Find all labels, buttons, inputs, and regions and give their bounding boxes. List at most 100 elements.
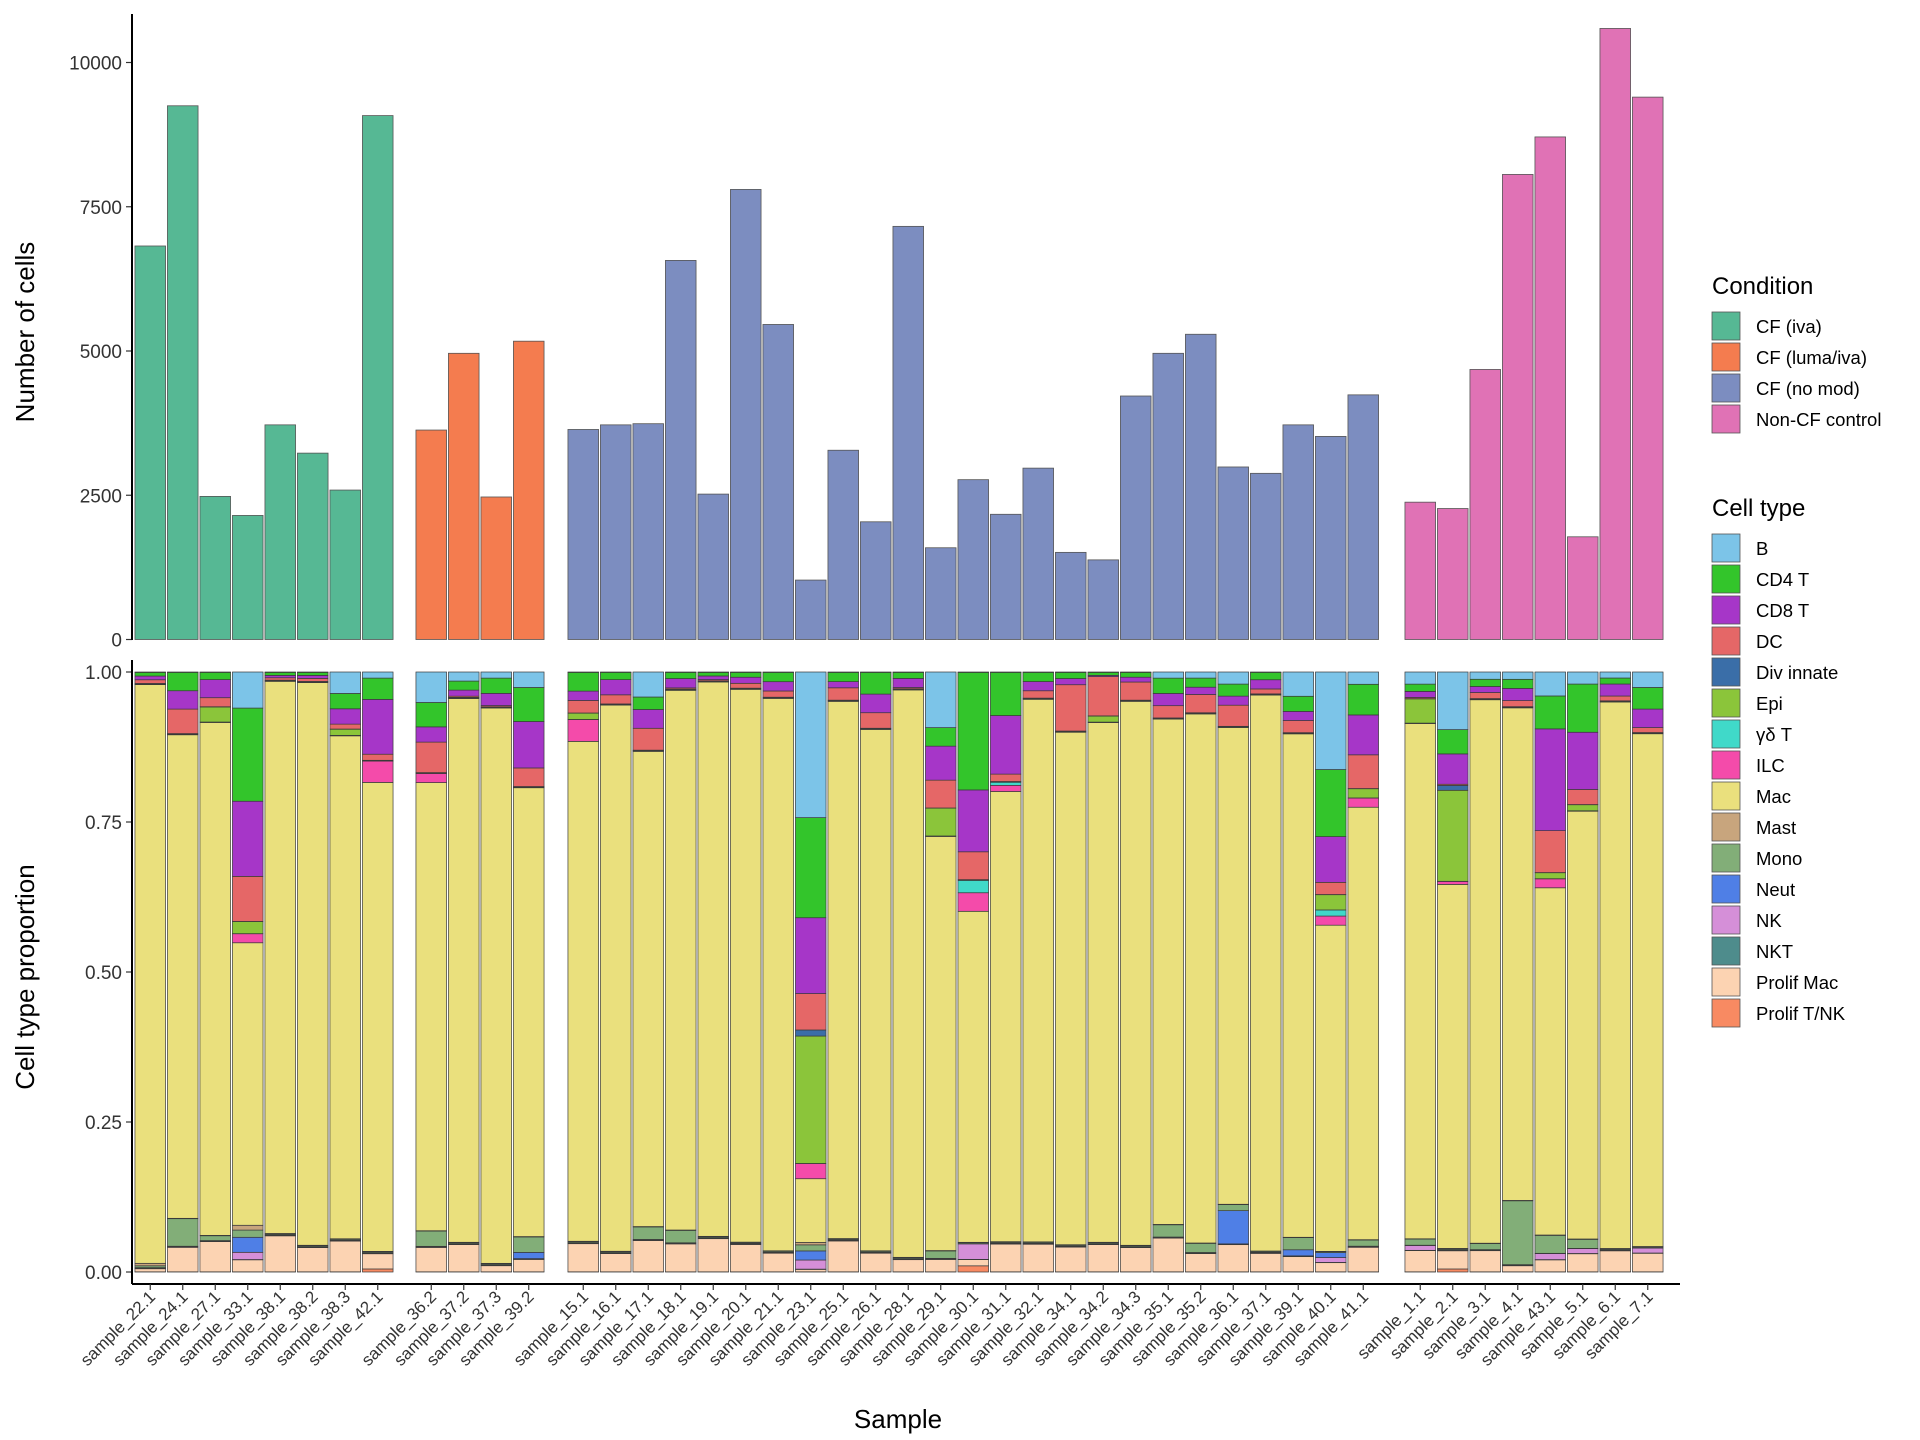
segment-sample_3.1-Mac <box>1469 699 1501 1244</box>
segment-sample_42.1-DC <box>362 753 394 761</box>
segment-sample_22.1-CD4-T <box>134 672 166 677</box>
segment-sample_43.1-NK <box>1534 1253 1566 1260</box>
segment-sample_41.1-Prolif-Mac <box>1347 1246 1379 1273</box>
segment-sample_4.1-Mac <box>1502 707 1534 1201</box>
segment-sample_32.1-DC <box>1022 690 1054 699</box>
segment-sample_35.1-Mono <box>1152 1224 1184 1238</box>
segment-sample_28.1-Mac <box>892 689 924 1258</box>
segment-sample_2.1-B <box>1437 671 1469 730</box>
segment-sample_32.1-Prolif-Mac <box>1022 1243 1054 1273</box>
segment-sample_41.1-B <box>1347 671 1379 685</box>
segment-sample_3.1-CD8-T <box>1469 686 1501 693</box>
top-y-tick-label: 5000 <box>80 342 122 363</box>
segment-sample_31.1-DC <box>990 773 1022 782</box>
segment-sample_16.1-Prolif-Mac <box>600 1253 632 1273</box>
segment-sample_34.3-CD8-T <box>1120 676 1152 683</box>
segment-sample_37.3-CD4-T <box>480 677 512 694</box>
segment-sample_1.1-Epi <box>1404 698 1436 724</box>
legend-cell-type-label: Prolif Mac <box>1756 972 1838 993</box>
segment-sample_17.1-Prolif-Mac <box>632 1240 664 1273</box>
bottom-y-axis-title: Cell type proportion <box>10 864 40 1089</box>
segment-sample_37.3-Prolif-Mac <box>480 1265 512 1273</box>
count-bar-sample_35.2 <box>1185 333 1217 640</box>
segment-sample_2.1-Epi <box>1437 789 1469 882</box>
segment-sample_5.1-NK <box>1567 1248 1599 1254</box>
segment-sample_34.1-Prolif-Mac <box>1055 1246 1087 1273</box>
segment-sample_6.1-Prolif-Mac <box>1599 1250 1631 1273</box>
segment-sample_27.1-Prolif-Mac <box>199 1241 231 1273</box>
segment-sample_33.1-CD8-T <box>232 800 264 877</box>
legend-cell-type-label: Mast <box>1756 817 1796 838</box>
count-bar-sample_42.1 <box>362 115 394 640</box>
segment-sample_35.2-Mono <box>1185 1243 1217 1253</box>
legend-cell-type-label: Neut <box>1756 879 1795 900</box>
segment-sample_2.1-Mac <box>1437 884 1469 1249</box>
segment-sample_30.1-Prolif-T-NK <box>957 1265 989 1273</box>
segment-sample_43.1-DC <box>1534 830 1566 873</box>
segment-sample_25.1-DC <box>827 687 859 701</box>
segment-sample_40.1-CD8-T <box>1315 836 1347 883</box>
segment-sample_16.1-CD4-T <box>600 672 632 680</box>
segment-sample_7.1-Mac <box>1632 733 1664 1247</box>
count-bar-sample_37.3 <box>480 496 512 640</box>
count-bar-sample_35.1 <box>1152 352 1184 640</box>
top-y-tick-label: 2500 <box>80 486 122 507</box>
segment-sample_29.1-CD4-T <box>925 727 957 747</box>
segment-sample_35.2-B <box>1185 671 1217 679</box>
legend-cell-type-items: B CD4 T CD8 T DC Div innate Epi γδ T ILC Mac Mast… <box>1711 533 1846 1028</box>
segment-sample_34.2-Epi <box>1087 715 1119 723</box>
segment-sample_5.1-CD4-T <box>1567 683 1599 733</box>
segment-sample_26.1-DC <box>860 712 892 729</box>
segment-sample_26.1-Prolif-Mac <box>860 1252 892 1273</box>
bottom-y-tick-label: 0.50 <box>85 963 122 984</box>
segment-sample_2.1-ILC <box>1437 881 1469 885</box>
segment-sample_24.1-Mono <box>167 1218 199 1247</box>
legend-condition-swatch <box>1711 311 1741 341</box>
count-bar-sample_40.1 <box>1315 435 1347 640</box>
segment-sample_23.1-NK <box>795 1259 827 1270</box>
segment-sample_26.1-CD4-T <box>860 672 892 695</box>
segment-sample_30.1-Prolif-Mac <box>957 1259 989 1267</box>
count-bar-sample_20.1 <box>730 189 762 640</box>
segment-sample_33.1-Epi <box>232 921 264 935</box>
segment-sample_37.3-Mac <box>480 707 512 1264</box>
segment-sample_43.1-CD4-T <box>1534 695 1566 730</box>
segment-sample_40.1-Prolif-Mac <box>1315 1262 1347 1273</box>
segment-sample_37.1-Mac <box>1250 694 1282 1252</box>
legend-cell-type-label: Epi <box>1756 693 1783 714</box>
segment-sample_39.1-Neut <box>1282 1249 1314 1257</box>
segment-sample_38.1-CD8-T <box>264 675 296 679</box>
segment-sample_21.1-Prolif-Mac <box>762 1252 794 1273</box>
segment-sample_29.1-Mac <box>925 836 957 1251</box>
count-bar-sample_38.2 <box>297 452 329 640</box>
segment-sample_43.1-Epi <box>1534 872 1566 880</box>
count-bar-sample_22.1 <box>134 245 166 640</box>
segment-sample_18.1-Mono <box>665 1230 697 1244</box>
segment-sample_23.1-DC <box>795 993 827 1031</box>
legend-condition-label: CF (no mod) <box>1756 378 1860 399</box>
segment-sample_24.1-Mac <box>167 734 199 1219</box>
segment-sample_2.1-Prolif-T-NK <box>1437 1268 1469 1273</box>
segment-sample_4.1-CD8-T <box>1502 688 1534 701</box>
segment-sample_34.3-DC <box>1120 681 1152 701</box>
count-bar-sample_34.2 <box>1087 559 1119 640</box>
segment-sample_6.1-DC <box>1599 695 1631 702</box>
segment-sample_38.2-Prolif-Mac <box>297 1247 329 1273</box>
segment-sample_38.2-Mac <box>297 682 329 1246</box>
segment-sample_7.1-NK <box>1632 1247 1664 1254</box>
legend-cell-type-swatch <box>1711 874 1741 904</box>
segment-sample_20.1-DC <box>730 682 762 689</box>
segment-sample_1.1-CD8-T <box>1404 691 1436 698</box>
legend-cell-type-swatch <box>1711 781 1741 811</box>
legend-cell-type-label: CD8 T <box>1756 600 1809 621</box>
segment-sample_34.2-Mac <box>1087 722 1119 1243</box>
cell-count-panel: 0 2500 5000 7500 10000 <box>69 14 1664 652</box>
segment-sample_17.1-CD4-T <box>632 696 664 710</box>
legend-cell-type-label: B <box>1756 538 1768 559</box>
count-bar-sample_21.1 <box>762 324 794 640</box>
segment-sample_36.2-Mac <box>415 782 447 1232</box>
segment-sample_35.1-CD8-T <box>1152 693 1184 707</box>
segment-sample_42.1-Prolif-Mac <box>362 1253 394 1270</box>
segment-sample_34.1-CD8-T <box>1055 678 1087 686</box>
segment-sample_28.1-Prolif-Mac <box>892 1259 924 1273</box>
